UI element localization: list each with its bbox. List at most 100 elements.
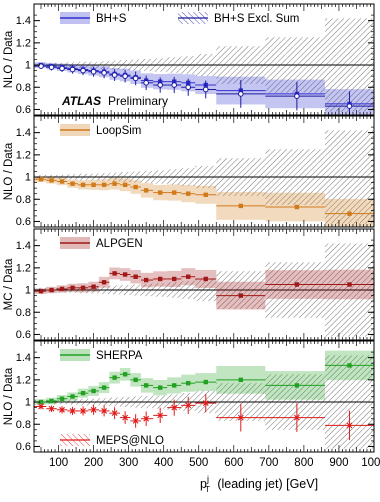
- series-meps-nlo: [34, 394, 374, 441]
- data-point: [38, 399, 44, 405]
- data-point: [186, 274, 191, 279]
- data-point: [186, 380, 191, 386]
- data-point: [80, 408, 86, 414]
- series-loopsim: [34, 176, 374, 227]
- data-point: [347, 363, 352, 368]
- data-point: [122, 372, 128, 377]
- legend-label: BH+S Excl. Sum: [214, 13, 299, 25]
- data-point: [80, 67, 86, 74]
- data-point: [203, 379, 208, 385]
- preliminary-label: Preliminary: [108, 94, 168, 108]
- data-point: [346, 422, 353, 429]
- y-tick-label: 0.6: [16, 329, 31, 341]
- data-point: [69, 66, 76, 73]
- data-point: [157, 190, 163, 195]
- x-tick-label: 700: [259, 457, 278, 469]
- data-point: [294, 282, 300, 287]
- x-tick-label: 800: [294, 457, 313, 469]
- y-axis-label: NLO / Data: [3, 367, 15, 425]
- data-point: [91, 388, 96, 394]
- data-point: [80, 285, 86, 291]
- data-point: [101, 408, 107, 414]
- legend-label: LoopSim: [96, 125, 141, 137]
- x-tick-label: 300: [119, 457, 138, 469]
- data-point: [49, 178, 54, 183]
- data-point: [238, 293, 244, 298]
- y-tick-label: 0.8: [16, 82, 31, 94]
- data-point: [59, 65, 65, 72]
- data-point: [122, 272, 128, 277]
- y-tick-label: 1: [25, 172, 31, 184]
- data-point: [294, 383, 300, 388]
- y-axis-label: NLO / Data: [3, 30, 15, 88]
- data-point: [101, 182, 107, 188]
- data-point: [143, 80, 149, 86]
- y-tick-label: 1.4: [16, 15, 31, 27]
- legend-label: SHERPA: [96, 350, 143, 362]
- y-tick-label: 1.2: [16, 374, 31, 386]
- series-alpgen: [34, 267, 374, 310]
- data-point: [70, 181, 75, 186]
- data-point: [101, 280, 107, 285]
- y-axis-label: MC / Data: [3, 258, 15, 310]
- data-point: [143, 188, 149, 193]
- y-tick-label: 0.6: [16, 104, 31, 116]
- x-tick-label: 400: [154, 457, 173, 469]
- data-point: [38, 177, 44, 182]
- data-point: [59, 286, 65, 292]
- y-tick-label: 1.2: [16, 149, 31, 161]
- series-bh-s-excl-sum: [34, 63, 374, 115]
- data-point: [122, 182, 128, 188]
- data-point: [294, 93, 300, 99]
- data-point: [91, 284, 96, 289]
- legend-entry: BH+S Excl. Sum: [178, 12, 299, 25]
- data-point: [172, 276, 177, 282]
- data-point: [238, 91, 244, 97]
- atlas-label: ATLAS: [61, 94, 101, 108]
- data-point: [238, 377, 244, 383]
- data-point: [203, 276, 208, 282]
- data-point: [172, 383, 177, 388]
- data-point: [48, 405, 55, 412]
- data-point: [143, 383, 149, 388]
- y-axis-label: NLO / Data: [3, 142, 15, 200]
- data-point: [59, 179, 65, 184]
- data-point: [186, 191, 191, 196]
- data-point: [112, 271, 117, 276]
- data-point: [91, 182, 96, 188]
- legend-entry: MEPS@NLO: [60, 434, 164, 447]
- data-point: [38, 288, 44, 294]
- y-tick-label: 1.4: [16, 240, 31, 252]
- legend-label: ALPGEN: [96, 238, 143, 250]
- data-point: [143, 415, 150, 422]
- legend-label: BH+S: [96, 13, 127, 25]
- data-point: [59, 396, 65, 401]
- x-tick-label: 900: [329, 457, 348, 469]
- data-point: [203, 192, 208, 198]
- data-point: [238, 203, 244, 209]
- y-tick-label: 1.2: [16, 262, 31, 274]
- x-tick-label: 1000: [361, 457, 380, 469]
- data-point: [157, 276, 163, 282]
- data-point: [172, 190, 177, 195]
- y-tick-label: 0.8: [16, 307, 31, 319]
- data-point: [59, 406, 65, 413]
- data-point: [101, 70, 107, 76]
- legend-label: MEPS@NLO: [96, 435, 164, 447]
- data-point: [69, 408, 76, 414]
- data-point: [122, 414, 129, 421]
- x-tick-label: 100: [49, 457, 68, 469]
- data-point: [112, 375, 117, 380]
- y-tick-label: 1.2: [16, 37, 31, 49]
- data-point: [185, 84, 192, 91]
- data-point: [132, 75, 139, 82]
- x-tick-label: 200: [84, 457, 103, 469]
- data-point: [90, 406, 97, 413]
- data-point: [171, 404, 178, 411]
- data-point: [132, 418, 139, 424]
- data-point: [133, 274, 138, 279]
